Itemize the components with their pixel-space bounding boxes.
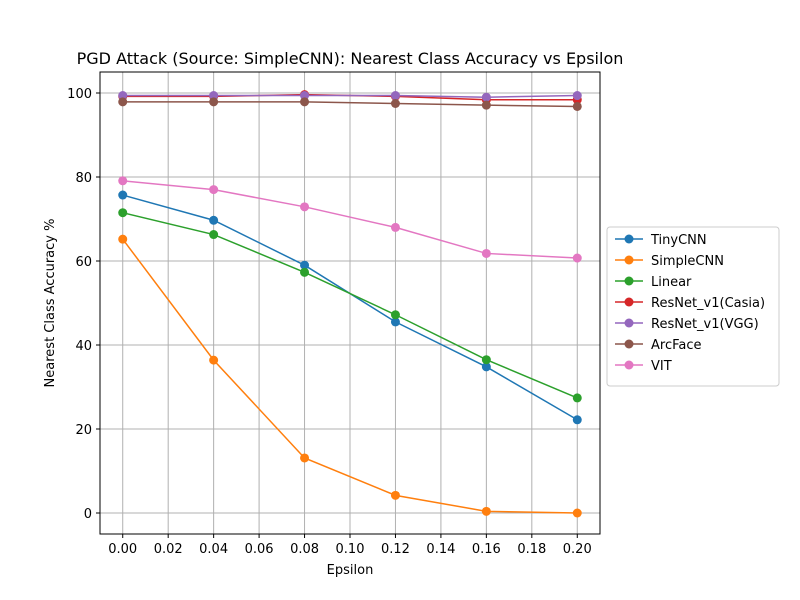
data-point <box>390 91 400 101</box>
series-line <box>122 94 578 98</box>
x-tick-label: 0.16 <box>472 542 501 557</box>
data-point <box>300 260 310 270</box>
data-point <box>572 415 582 425</box>
y-tick-label: 100 <box>67 87 92 102</box>
data-point <box>572 101 582 111</box>
data-point <box>481 248 491 258</box>
x-axis-ticks: 0.00 0.02 0.04 0.06 0.08 0.10 0.12 0.14 0.16 0.18… <box>108 534 592 557</box>
y-tick-label: 40 <box>75 339 92 354</box>
y-axis-label: Nearest Class Accuracy % <box>43 219 58 388</box>
data-point <box>572 393 582 403</box>
legend-item: Linear <box>615 275 692 290</box>
data-point <box>481 92 491 102</box>
series-vit <box>118 176 582 263</box>
data-point <box>572 91 582 101</box>
x-tick-label: 0.20 <box>563 542 592 557</box>
data-point <box>481 362 491 372</box>
data-point <box>390 490 400 500</box>
data-point <box>209 230 219 240</box>
legend-item: ArcFace <box>615 338 702 353</box>
legend-label: SimpleCNN <box>651 254 724 269</box>
x-tick-label: 0.10 <box>336 542 365 557</box>
series-resnet-v1-vgg <box>118 91 582 102</box>
x-tick-label: 0.06 <box>245 542 274 557</box>
series-line <box>122 238 578 514</box>
data-point <box>300 202 310 212</box>
data-point <box>300 453 310 463</box>
data-point <box>209 185 219 195</box>
series-linear <box>118 208 582 403</box>
legend-swatch-marker <box>624 255 634 265</box>
y-tick-label: 0 <box>84 507 92 522</box>
x-tick-label: 0.00 <box>108 542 137 557</box>
data-point <box>572 508 582 518</box>
legend-swatch-marker <box>624 276 634 286</box>
series-line <box>122 180 578 259</box>
plot-frame <box>99 71 601 535</box>
series-simplecnn <box>118 234 582 518</box>
legend-swatch-marker <box>624 297 634 307</box>
y-axis-ticks: 0 20 40 60 80 100 <box>67 87 100 522</box>
data-point <box>209 97 219 107</box>
legend-swatch-marker <box>624 360 634 370</box>
data-point <box>118 234 128 244</box>
data-point <box>118 190 128 200</box>
data-point <box>300 97 310 107</box>
legend-label: TinyCNN <box>650 233 707 248</box>
data-point <box>118 91 128 101</box>
legend-label: ResNet_v1(Casia) <box>651 296 765 311</box>
legend-swatch-marker <box>624 234 634 244</box>
data-point <box>300 267 310 277</box>
series-line <box>122 211 578 399</box>
data-point <box>300 91 310 101</box>
y-tick-label: 80 <box>75 171 92 186</box>
legend-label: ArcFace <box>651 338 702 353</box>
legend-item: SimpleCNN <box>615 254 724 269</box>
data-point <box>209 91 219 101</box>
y-tick-label: 60 <box>75 255 92 270</box>
chart-title: PGD Attack (Source: SimpleCNN): Nearest … <box>77 49 624 68</box>
grid <box>100 72 600 534</box>
series-arcface <box>118 97 582 111</box>
legend-item: VIT <box>615 359 672 374</box>
series-group <box>118 90 582 518</box>
x-axis-label: Epsilon <box>327 563 374 578</box>
data-point <box>481 506 491 516</box>
x-tick-label: 0.04 <box>199 542 228 557</box>
legend-item: TinyCNN <box>615 233 707 248</box>
data-point <box>209 355 219 365</box>
x-tick-label: 0.02 <box>154 542 183 557</box>
legend-item: ResNet_v1(VGG) <box>615 317 759 332</box>
legend-label: Linear <box>651 275 692 290</box>
legend-label: VIT <box>651 359 672 374</box>
data-point <box>118 208 128 218</box>
legend-swatch-marker <box>624 318 634 328</box>
data-point <box>118 97 128 107</box>
legend-item: ResNet_v1(Casia) <box>615 296 765 311</box>
data-point <box>390 222 400 232</box>
data-point <box>118 176 128 186</box>
y-tick-label: 20 <box>75 423 92 438</box>
data-point <box>390 99 400 108</box>
x-tick-label: 0.14 <box>426 542 455 557</box>
legend-label: ResNet_v1(VGG) <box>651 317 759 332</box>
series-line <box>122 101 578 108</box>
data-point <box>209 215 219 225</box>
legend-box <box>606 226 780 387</box>
x-tick-label: 0.08 <box>290 542 319 557</box>
data-point <box>390 317 400 327</box>
data-point <box>390 310 400 320</box>
x-tick-label: 0.18 <box>517 542 546 557</box>
data-point <box>481 100 491 110</box>
legend-swatch-marker <box>624 339 634 349</box>
legend: TinyCNN SimpleCNN Linear ResNet_v1(Casia) Re… <box>606 226 780 387</box>
data-point <box>481 355 491 365</box>
x-tick-label: 0.12 <box>381 542 410 557</box>
data-point <box>572 253 582 263</box>
